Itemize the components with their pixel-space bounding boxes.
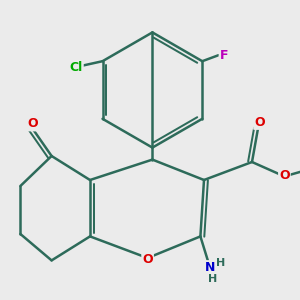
Text: Cl: Cl — [70, 61, 83, 74]
Text: O: O — [279, 169, 290, 182]
Text: F: F — [220, 49, 228, 62]
Text: N: N — [205, 261, 215, 274]
Text: O: O — [142, 253, 153, 266]
Text: H: H — [216, 258, 225, 268]
Text: O: O — [27, 117, 38, 130]
Text: H: H — [208, 274, 217, 284]
Text: O: O — [254, 116, 265, 129]
